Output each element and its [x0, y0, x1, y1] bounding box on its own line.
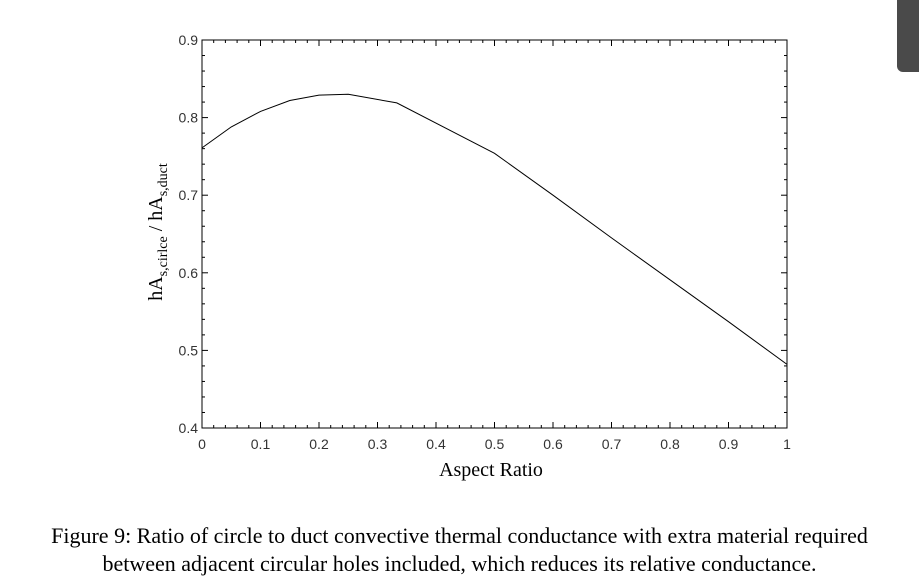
- major-ticks: [201, 39, 788, 429]
- y-tick-label: 0.6: [179, 265, 199, 281]
- x-tick-label: 1: [783, 436, 791, 452]
- side-scroll-tab[interactable]: [897, 0, 919, 72]
- minor-ticks: [202, 40, 787, 428]
- x-tick-label: 0.2: [309, 436, 329, 452]
- x-axis-title: Aspect Ratio: [439, 459, 543, 481]
- caption-line-1: Figure 9: Ratio of circle to duct convec…: [51, 523, 868, 548]
- y-axis-title-base1: hA: [145, 276, 167, 301]
- caption-line-2: between adjacent circular holes included…: [102, 551, 817, 576]
- y-axis-title-separator: /: [145, 221, 167, 237]
- y-axis-title-base2: hA: [145, 196, 167, 221]
- y-tick-labels: 0.4 0.5 0.6 0.7 0.8 0.9: [179, 32, 199, 436]
- y-tick-label: 0.8: [179, 110, 199, 126]
- y-axis-title-sub2: s,duct: [156, 163, 171, 196]
- x-tick-labels: 0 0.1 0.2 0.3 0.4 0.5 0.6 0.7 0.8 0.9 1: [198, 436, 791, 452]
- x-tick-label: 0.4: [426, 436, 446, 452]
- y-axis-title: hAs,cirlce / hAs,duct: [145, 163, 171, 301]
- y-tick-label: 0.7: [179, 187, 199, 203]
- x-tick-label: 0.7: [602, 436, 622, 452]
- y-tick-label: 0.9: [179, 32, 199, 48]
- x-tick-label: 0: [198, 436, 206, 452]
- x-tick-label: 0.1: [251, 436, 271, 452]
- x-tick-label: 0.6: [543, 436, 563, 452]
- x-tick-label: 0.8: [660, 436, 680, 452]
- y-axis-title-sub1: s,cirlce: [156, 236, 171, 276]
- y-tick-label: 0.5: [179, 342, 199, 358]
- y-tick-label: 0.4: [179, 420, 199, 436]
- plot-frame: [201, 39, 788, 429]
- x-tick-label: 0.9: [719, 436, 739, 452]
- x-tick-label: 0.5: [485, 436, 505, 452]
- line-chart: 0 0.1 0.2 0.3 0.4 0.5 0.6 0.7 0.8 0.9 1 0.40.50.60…: [145, 32, 791, 481]
- series-line: [201, 93, 788, 365]
- figure-caption: Figure 9: Ratio of circle to duct convec…: [0, 522, 919, 578]
- x-tick-label: 0.3: [368, 436, 388, 452]
